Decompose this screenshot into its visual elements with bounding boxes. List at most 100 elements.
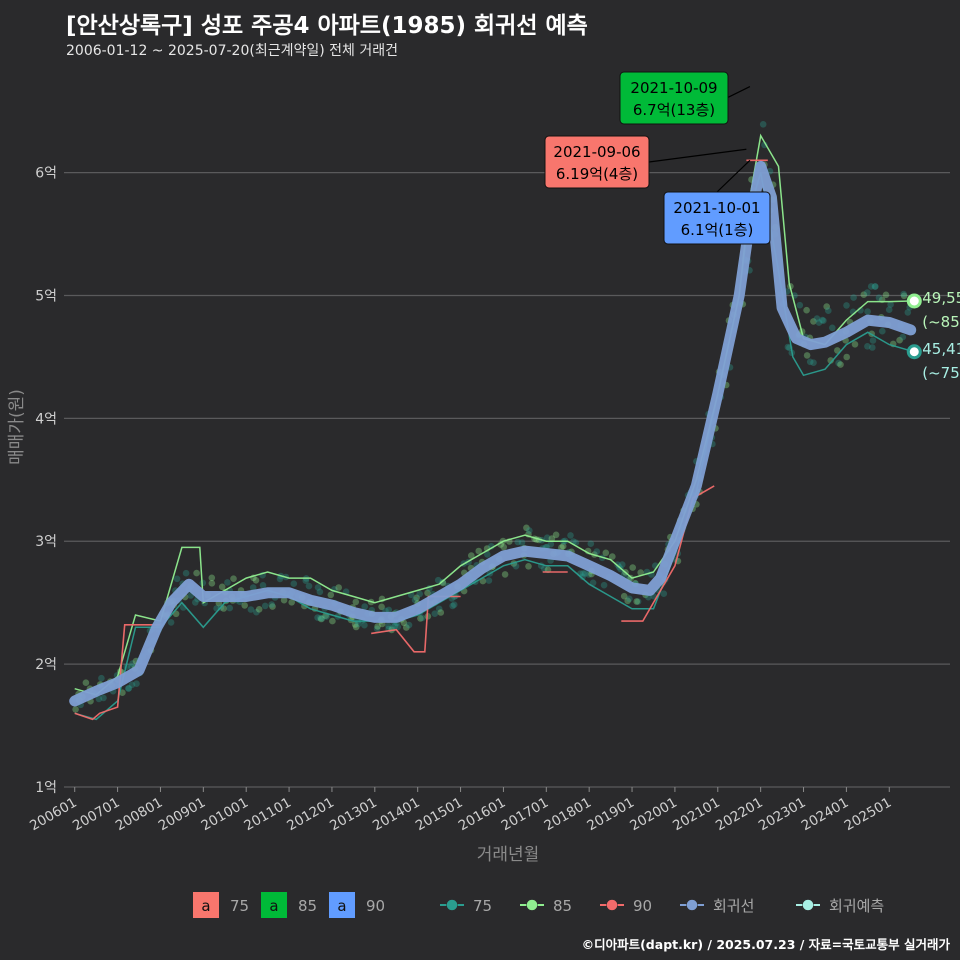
scatter-point (385, 622, 392, 630)
x-tick-label: 202101 (670, 795, 723, 835)
scatter-point (449, 602, 456, 610)
annotation-box (619, 71, 729, 125)
x-tick-label: 200801 (113, 795, 166, 835)
scatter-point (335, 584, 343, 591)
scatter-point (391, 622, 399, 630)
scatter-point (885, 306, 893, 314)
scatter-point (133, 680, 140, 687)
scatter-point (218, 583, 226, 591)
scatter-point (327, 591, 335, 599)
scatter-point (860, 291, 868, 299)
scatter-point (581, 570, 589, 577)
scatter-point (226, 604, 233, 612)
series-line-75 (74, 172, 911, 721)
x-axis: 2006012007012008012009012010012011012012… (27, 787, 894, 834)
scatter-point (276, 575, 284, 583)
scatter-point (850, 294, 857, 301)
annotation-date: 2021-10-09 (630, 79, 717, 97)
scatter-point (869, 344, 876, 351)
chart-title: [안산상록구] 성포 주공4 아파트(1985) 회귀선 예측 (66, 13, 588, 39)
x-tick-label: 200601 (27, 795, 80, 835)
scatter-point (434, 576, 442, 584)
scatter-point (435, 605, 443, 613)
scatter-point (602, 549, 610, 557)
scatter-point (864, 343, 871, 350)
scatter-point (864, 308, 871, 315)
scatter-point (500, 543, 508, 551)
x-tick-label: 201701 (499, 795, 552, 835)
scatter-point (514, 538, 522, 546)
legend-swatch-85 (261, 892, 287, 918)
scatter-point (864, 289, 871, 296)
scatter-point (552, 531, 560, 539)
scatter-point (887, 301, 894, 308)
scatter-point (872, 283, 879, 290)
legend-label: 회귀예측 (829, 897, 884, 915)
scatter-point (835, 359, 842, 367)
scatter-point (525, 563, 532, 570)
series-lines (74, 133, 911, 721)
annotations: 2021-10-09 6.7억(13층) 2021-09-06 6.19억(4층) 20… (544, 71, 771, 245)
x-tick-label: 201101 (241, 795, 294, 835)
scatter-point (417, 615, 424, 622)
prediction-area: (~85㎡) (922, 313, 960, 331)
legend-swatch-90 (329, 892, 355, 918)
scatter-point (518, 539, 526, 546)
scatter-point (882, 291, 890, 299)
scatter-point (558, 544, 565, 551)
scatter-point (543, 534, 551, 541)
scatter-point (547, 540, 555, 548)
scatter-point (95, 695, 103, 703)
scatter-point (173, 575, 181, 583)
scatter-point (548, 535, 556, 542)
x-tick-label: 201201 (284, 795, 337, 835)
scatter-point (268, 601, 276, 608)
y-tick-label: 2억 (35, 657, 57, 673)
scatter-point (405, 621, 413, 629)
scatter-point (796, 301, 804, 309)
x-tick-label: 202401 (799, 795, 852, 835)
scatter-point (837, 361, 844, 368)
x-tick-label: 202501 (842, 795, 895, 835)
scatter-point (512, 562, 520, 570)
grid-lines (64, 171, 950, 788)
scatter-point (329, 617, 336, 625)
scatter-point (261, 602, 269, 610)
scatter-point (129, 660, 136, 667)
legend-marker (446, 899, 458, 911)
legend-marker (606, 899, 618, 911)
legend-glyph: a (337, 897, 346, 915)
scatter-point (249, 584, 257, 591)
x-tick-label: 201401 (370, 795, 423, 835)
scatter-point (182, 569, 190, 577)
y-tick-label: 1억 (35, 780, 57, 796)
annotation-date: 2021-09-06 (553, 143, 640, 161)
scatter-point (316, 588, 324, 596)
scatter-point (361, 603, 369, 610)
legend-swatch-75 (193, 892, 219, 918)
scatter-point (593, 548, 601, 555)
scatter-point (825, 307, 832, 315)
scatter-point (900, 290, 907, 298)
scatter-point (634, 598, 642, 605)
scatter-point (761, 141, 768, 149)
scatter-point (629, 564, 636, 571)
scatter-point (810, 318, 817, 325)
scatter-point (899, 333, 907, 341)
scatter-point (288, 599, 296, 606)
regression-path (69, 160, 917, 707)
scatter-point (125, 685, 133, 692)
scatter-point (439, 579, 447, 587)
y-axis: 1억 2억 3억 4억 5억 6억 (35, 166, 57, 796)
annotation-leader (648, 148, 747, 163)
scatter-point (128, 681, 136, 689)
scatter-point (624, 597, 631, 605)
scatter-point (843, 353, 850, 361)
scatter-point (167, 619, 175, 626)
scatter-point (479, 577, 487, 585)
x-tick-label: 202301 (756, 795, 809, 835)
scatter-points (71, 121, 916, 713)
scatter-point (431, 610, 439, 617)
scatter-point (317, 614, 324, 622)
